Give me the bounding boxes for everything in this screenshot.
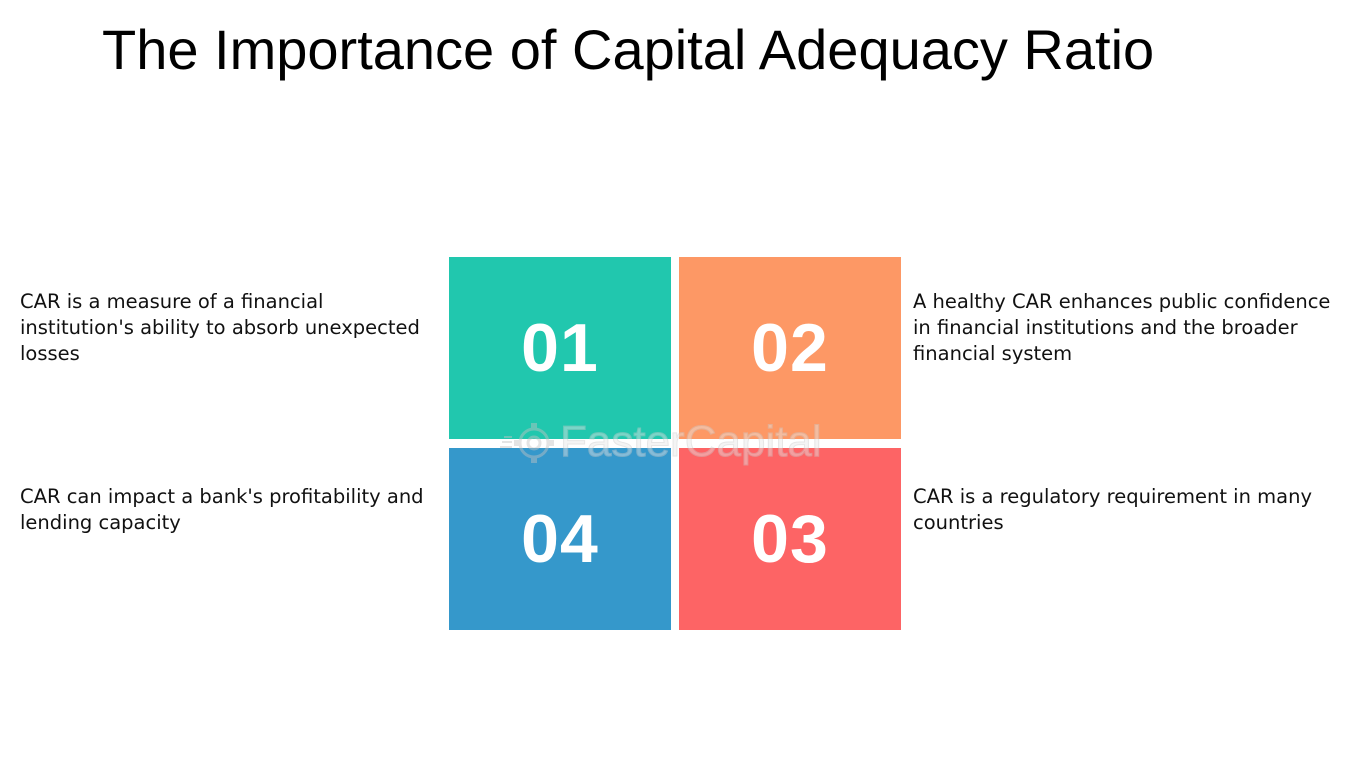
tile-04-number: 04 — [521, 501, 599, 577]
tile-01-number: 01 — [521, 310, 599, 386]
item-01-description: CAR is a measure of a financial institut… — [20, 290, 420, 365]
item-04-description: CAR can impact a bank's profitability an… — [20, 485, 424, 534]
item-03-description: CAR is a regulatory requirement in many … — [913, 485, 1312, 534]
tile-02: 02 — [679, 257, 901, 439]
tile-03-number: 03 — [751, 501, 829, 577]
item-02-description: A healthy CAR enhances public confidence… — [913, 290, 1331, 365]
page-title: The Importance of Capital Adequacy Ratio — [102, 18, 1155, 81]
tile-01: 01 — [449, 257, 671, 439]
tile-03: 03 — [679, 448, 901, 630]
tile-02-number: 02 — [751, 310, 829, 386]
tile-04: 04 — [449, 448, 671, 630]
